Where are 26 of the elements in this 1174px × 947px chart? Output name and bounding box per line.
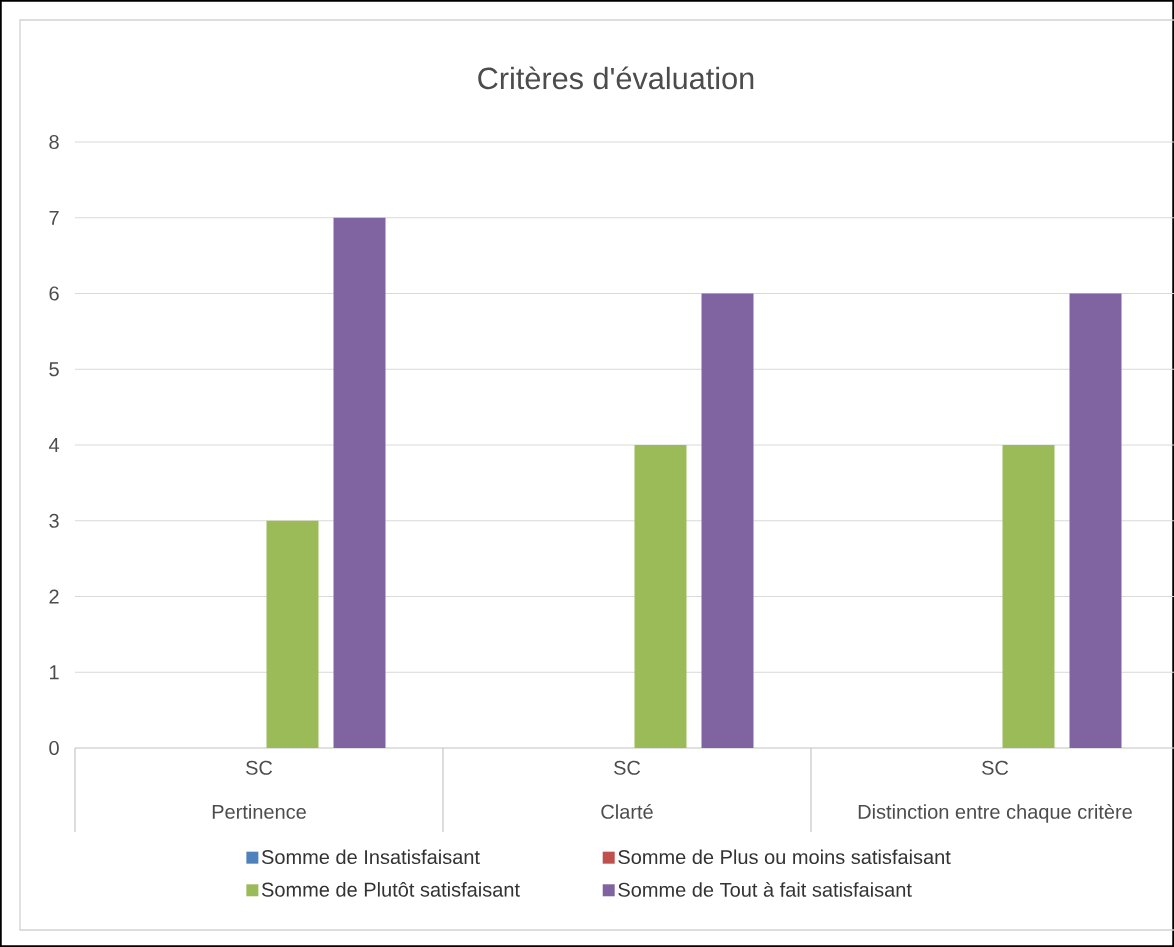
text: SC	[246, 760, 273, 775]
x-tick-label: Clarté	[601, 803, 653, 819]
text: SC	[982, 760, 1009, 775]
chart-title: Critères d'évaluation	[478, 66, 754, 90]
legend-label: Somme de Insatisfaisant	[261, 849, 480, 865]
y-tick-label: 6	[49, 286, 59, 301]
y-tick-label: 2	[49, 589, 59, 604]
legend-label: Somme de Plutôt satisfaisant	[261, 882, 520, 897]
legend-label: Somme de Tout à fait satisfaisant	[618, 881, 912, 897]
x-tick-label: Distinction entre chaque critère	[858, 803, 1132, 823]
legend-label: Somme de Plus ou moins satisfaisant	[618, 849, 951, 865]
bar	[1069, 293, 1122, 748]
y-tick-label: 4	[48, 438, 60, 452]
bar	[1002, 445, 1055, 748]
y-tick-label: 3	[49, 513, 59, 528]
y-tick-label: 0	[49, 740, 59, 756]
bar	[266, 520, 319, 748]
bar	[634, 445, 687, 748]
y-tick-label: 1	[50, 665, 59, 680]
y-tick-label: 5	[49, 362, 59, 377]
bar	[701, 293, 754, 748]
y-tick-label: 8	[49, 134, 59, 150]
bar	[333, 217, 386, 748]
x-tick-label: Pertinence	[212, 804, 306, 819]
text: SC	[614, 760, 641, 775]
y-tick-label: 7	[49, 210, 59, 225]
